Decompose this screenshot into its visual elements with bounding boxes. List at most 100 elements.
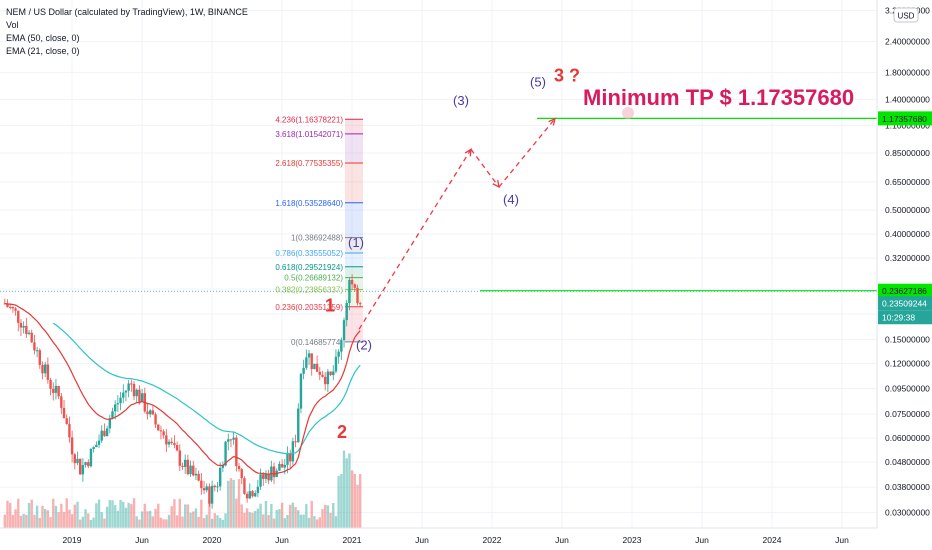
candle-body bbox=[291, 441, 295, 462]
x-tick-label: Jun bbox=[275, 535, 289, 545]
candle-body bbox=[124, 390, 128, 393]
candle-body bbox=[205, 486, 208, 491]
volume-bar bbox=[54, 505, 58, 528]
candle-body bbox=[326, 371, 330, 385]
candle-body bbox=[49, 379, 52, 389]
volume-bar bbox=[192, 511, 195, 528]
candle-body bbox=[159, 430, 163, 432]
volume-bar bbox=[81, 516, 85, 528]
ema-50-indicator-label[interactable]: EMA (50, close, 0) bbox=[6, 33, 80, 43]
volume-bar bbox=[208, 498, 211, 528]
candle-body bbox=[248, 491, 251, 499]
volume-bar bbox=[122, 501, 125, 528]
vol-indicator-label[interactable]: Vol bbox=[6, 20, 19, 30]
volume-bar bbox=[253, 510, 257, 528]
currency-button[interactable]: USD bbox=[893, 7, 919, 23]
candle-body bbox=[229, 439, 233, 441]
volume-bar bbox=[345, 458, 348, 528]
tp-annotation: Minimum TP $ 1.17357680 bbox=[583, 85, 854, 110]
fib-zone bbox=[345, 266, 363, 278]
y-tick-label: 0.85000000 bbox=[885, 148, 930, 158]
candle-body bbox=[167, 441, 171, 445]
volume-bar bbox=[194, 508, 198, 528]
fib-zone bbox=[345, 119, 363, 134]
ema-50-line bbox=[52, 322, 361, 455]
time-axis[interactable]: 2019 Jun 2020 Jun 2021 Jun 2022 Jun 2023 Jun 2024 J… bbox=[0, 527, 877, 545]
volume-bar bbox=[264, 500, 268, 528]
candle-body bbox=[132, 383, 136, 397]
candle-body bbox=[208, 486, 211, 504]
candle-body bbox=[127, 383, 130, 391]
candle-body bbox=[154, 414, 157, 425]
volume-bar bbox=[237, 479, 241, 528]
big-wave-3-label: 3 ? bbox=[554, 66, 580, 86]
candle-body bbox=[240, 469, 243, 479]
candle-body bbox=[25, 325, 28, 334]
x-tick-label: 2021 bbox=[343, 535, 362, 545]
candle-body bbox=[122, 392, 125, 398]
fib-level-label: 1.618(0.53528640) bbox=[275, 199, 343, 208]
y-tick-label: 0.65000000 bbox=[885, 177, 930, 187]
volume-bar bbox=[105, 506, 109, 528]
y-tick-label: 0.12000000 bbox=[885, 359, 930, 369]
fib-level-label: 0.382(0.23856337) bbox=[275, 286, 343, 295]
volume-bar bbox=[186, 504, 190, 528]
candle-body bbox=[264, 473, 268, 479]
currency-button-box[interactable] bbox=[893, 7, 919, 23]
candle-body bbox=[95, 444, 98, 448]
candle-body bbox=[243, 478, 246, 494]
fib-level-label: 0(0.14685774) bbox=[291, 338, 343, 347]
candle-body bbox=[253, 493, 257, 497]
currency-button-label[interactable]: USD bbox=[898, 12, 915, 21]
volume-bar bbox=[113, 505, 117, 528]
candle-body bbox=[337, 351, 340, 357]
volume-bar bbox=[348, 453, 351, 528]
volume-bar bbox=[43, 509, 47, 528]
volume-bar bbox=[200, 499, 203, 528]
candle-body bbox=[6, 303, 9, 307]
candle-body bbox=[329, 371, 332, 376]
y-tick-label: 0.15000000 bbox=[885, 335, 930, 345]
volume-bar bbox=[33, 514, 36, 528]
y-tick-label: 0.32000000 bbox=[885, 253, 930, 263]
candle-body bbox=[38, 350, 41, 365]
symbol-title[interactable]: NEM / US Dollar (calculated by TradingVi… bbox=[6, 7, 248, 17]
candle-body bbox=[286, 453, 289, 465]
volume-bar bbox=[103, 518, 106, 528]
volume-bar bbox=[294, 507, 297, 528]
candle-body bbox=[353, 284, 356, 288]
cursor-dot bbox=[622, 107, 634, 119]
x-tick-label: Jun bbox=[835, 535, 849, 545]
fib-retracement: 4.236(1.16378221) 3.618(1.01542071) 2.618(… bbox=[275, 115, 363, 347]
candle-body bbox=[278, 463, 281, 471]
volume-bar bbox=[240, 504, 243, 528]
y-tick-label: 0.06000000 bbox=[885, 433, 930, 443]
big-wave-2-label: 2 bbox=[337, 422, 347, 442]
candle-body bbox=[183, 459, 187, 467]
ema-21-line bbox=[4, 303, 361, 475]
candle-body bbox=[97, 440, 101, 445]
projection-segment bbox=[470, 148, 500, 188]
price-axis[interactable]: 3.200000002.400000001.800000001.40000000… bbox=[876, 0, 932, 528]
volume-bar bbox=[197, 516, 200, 528]
x-tick-label: 2020 bbox=[203, 535, 222, 545]
fib-level-label: 1(0.38692488) bbox=[291, 234, 343, 243]
ema-21-indicator-label[interactable]: EMA (21, close, 0) bbox=[6, 46, 80, 56]
projection-arrowhead bbox=[548, 117, 556, 126]
candle-body bbox=[70, 437, 74, 455]
y-tick-label: 0.04800000 bbox=[885, 457, 930, 467]
last-price-tag: 0.23509244 bbox=[882, 299, 927, 309]
volume-bar bbox=[157, 503, 160, 528]
candle-body bbox=[105, 428, 109, 437]
volume-bar bbox=[57, 512, 60, 528]
x-tick-label: Jun bbox=[415, 535, 429, 545]
projection-arrowhead bbox=[464, 148, 472, 157]
volume-bar bbox=[70, 514, 74, 528]
candle-body bbox=[43, 364, 47, 374]
candle-body bbox=[350, 279, 354, 285]
volume-bar bbox=[27, 502, 31, 528]
candle-body bbox=[151, 410, 155, 415]
volume-bar bbox=[159, 517, 163, 528]
volume-bar bbox=[216, 515, 219, 528]
